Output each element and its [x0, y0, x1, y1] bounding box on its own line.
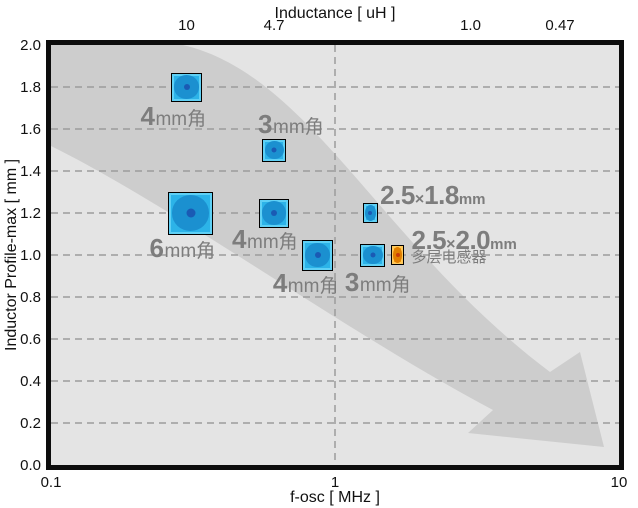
grid-and-arrow-layer	[51, 45, 619, 465]
marker-2.5x2.0mm-multilayer	[391, 245, 404, 265]
y-tick-1.8: 1.8	[20, 79, 41, 96]
y-tick-0.0: 0.0	[20, 457, 41, 474]
label-4mm-square-c: 4mm角	[273, 270, 339, 296]
label-4mm-square-a: 4mm角	[141, 103, 207, 129]
label-part: 3	[344, 267, 359, 297]
y-tick-1.0: 1.0	[20, 247, 41, 264]
top-tick-4.7: 4.7	[263, 17, 285, 34]
marker-3mm-square-b	[360, 243, 386, 267]
label-4mm-square-b: 4mm角	[232, 226, 298, 252]
marker-dot	[395, 253, 400, 257]
label-part: 4	[272, 268, 287, 298]
x-axis-title: f-osc [ MHz ]	[290, 489, 380, 506]
marker-3mm-square-a	[262, 138, 287, 162]
label-part: ×	[446, 236, 456, 253]
y-tick-0.2: 0.2	[20, 415, 41, 432]
label-part: mm角	[287, 276, 339, 297]
marker-dot	[368, 211, 373, 215]
label-part: mm角	[359, 275, 411, 296]
label-part: 3	[258, 109, 272, 139]
y-tick-0.4: 0.4	[20, 373, 41, 390]
plot-area: 4mm角 3mm角 6mm角 4mm角 4mm角 3mm角 2.5×1.8mm 2.5×2.0…	[46, 40, 624, 470]
marker-dot	[271, 147, 277, 153]
label-part: mm角	[247, 232, 298, 253]
marker-6mm-square	[168, 191, 214, 235]
y-tick-0.8: 0.8	[20, 289, 41, 306]
marker-dot	[271, 210, 278, 216]
marker-dot	[370, 252, 376, 258]
top-tick-0.47: 0.47	[545, 17, 575, 34]
label-part: ×	[414, 191, 425, 208]
label-part: mm角	[155, 109, 207, 130]
label-part: 4	[232, 224, 246, 254]
label-part: 4	[140, 101, 155, 131]
label-6mm-square: 6mm角	[150, 235, 216, 261]
x-tick-1: 1	[330, 474, 340, 491]
top-axis-title: Inductance [ uH ]	[274, 5, 396, 22]
marker-4mm-square-a	[171, 72, 202, 102]
label-part: mm	[490, 236, 517, 253]
label-part: 6	[149, 233, 164, 263]
label-part: 2.5	[380, 180, 415, 210]
x-tick-0.1: 0.1	[40, 474, 62, 491]
marker-4mm-square-b	[259, 198, 290, 228]
y-tick-1.4: 1.4	[20, 163, 41, 180]
marker-dot	[314, 252, 321, 258]
label-part: mm	[458, 191, 486, 208]
marker-dot	[183, 84, 190, 90]
y-tick-2.0: 2.0	[20, 37, 41, 54]
sublabel-2.5x2.0mm-multilayer: 多层电感器	[411, 249, 487, 266]
top-tick-1.0: 1.0	[460, 17, 481, 34]
label-part: 1.8	[424, 180, 459, 210]
label-2.5x1.8mm-rect: 2.5×1.8mm	[380, 182, 485, 208]
y-tick-0.6: 0.6	[20, 331, 41, 348]
y-tick-1.6: 1.6	[20, 121, 41, 138]
marker-dot	[186, 208, 196, 218]
x-tick-10: 10	[610, 474, 628, 491]
marker-2.5x1.8mm-rect	[362, 203, 378, 223]
top-tick-10: 10	[178, 17, 195, 34]
marker-4mm-square-c	[302, 239, 334, 271]
label-part: mm角	[164, 241, 216, 262]
label-3mm-square-b: 3mm角	[345, 269, 411, 295]
label-part: 2.5	[411, 225, 447, 255]
y-tick-1.2: 1.2	[20, 205, 41, 222]
label-part: 2.0	[455, 225, 491, 255]
label-part: mm角	[273, 117, 324, 138]
label-3mm-square-a: 3mm角	[258, 111, 324, 137]
label-2.5x2.0mm-multilayer: 2.5×2.0mm	[412, 227, 517, 253]
